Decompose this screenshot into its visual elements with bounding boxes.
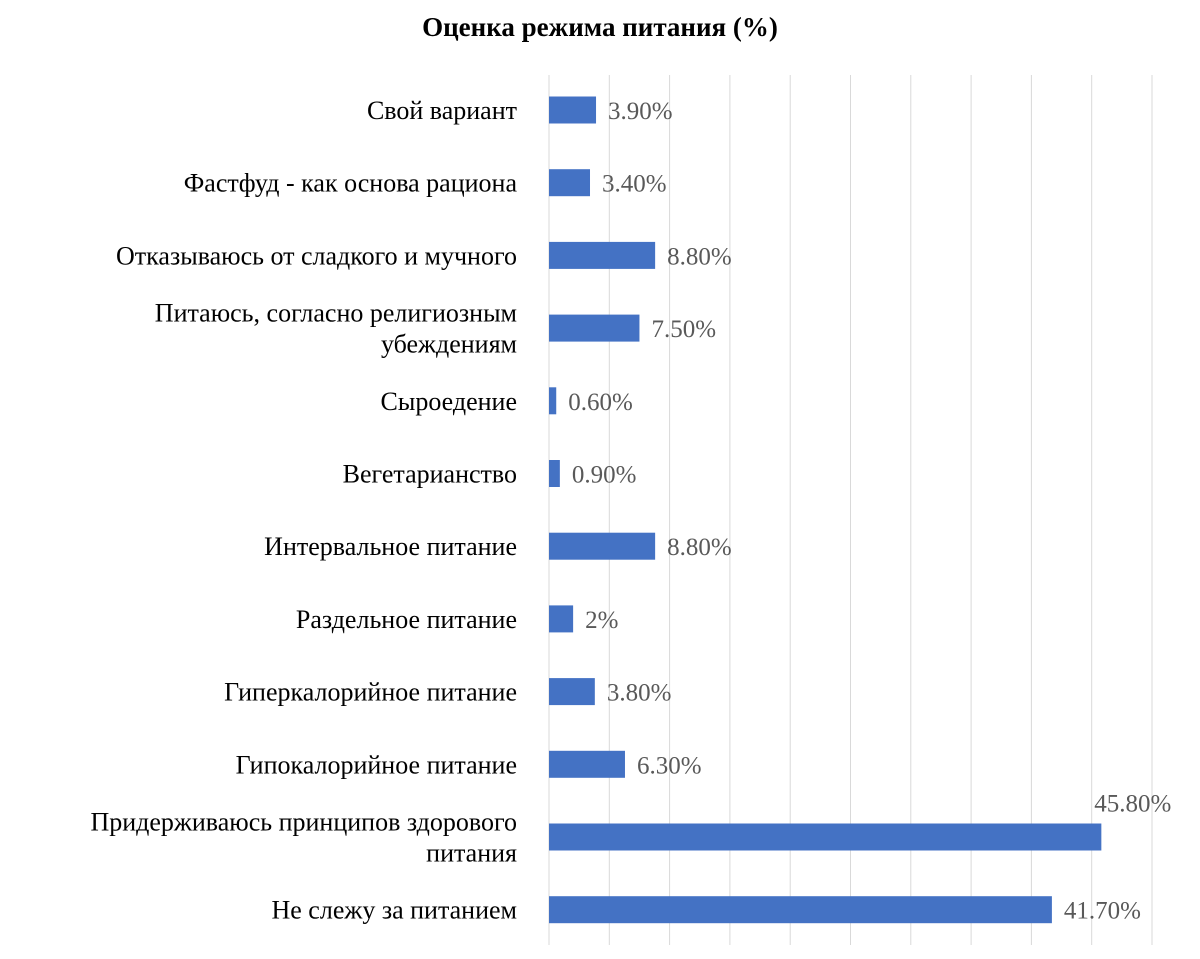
data-label-11: 41.70% xyxy=(1064,898,1141,925)
bar-3 xyxy=(549,314,640,342)
category-label-1: Фастфуд - как основа рациона xyxy=(184,169,518,198)
bar-1 xyxy=(549,169,591,197)
bar-6 xyxy=(549,532,656,560)
category-label-2: Отказываюсь от сладкого и мучного xyxy=(116,241,517,270)
category-label-6: Интервальное питание xyxy=(264,532,517,561)
data-label-2: 8.80% xyxy=(667,243,732,270)
category-label-5: Вегетарианство xyxy=(343,460,517,489)
bars xyxy=(549,96,1102,924)
bar-0 xyxy=(549,96,597,124)
category-label-8: Гиперкалорийное питание xyxy=(224,678,517,707)
bar-7 xyxy=(549,605,574,633)
labels: 3.90% Свой вариант 3.40% Фастфуд - как осно… xyxy=(90,96,1171,925)
data-label-8: 3.80% xyxy=(607,680,672,707)
category-label-11: Не слежу за питанием xyxy=(271,896,517,925)
category-label-10-line-0: Придерживаюсь принципов здорового xyxy=(90,808,517,837)
data-label-0: 3.90% xyxy=(608,98,673,125)
category-label-9: Гипокалорийное питание xyxy=(236,750,517,779)
bar-8 xyxy=(549,678,595,706)
data-label-6: 8.80% xyxy=(667,534,732,561)
gridlines xyxy=(548,75,1153,945)
category-label-3-line-0: Питаюсь, согласно религиозным xyxy=(155,299,517,328)
category-label-7: Раздельное питание xyxy=(296,605,517,634)
bar-10 xyxy=(549,823,1102,851)
bar-5 xyxy=(549,460,560,487)
data-label-3: 7.50% xyxy=(651,316,716,343)
chart-title: Оценка режима питания (%) xyxy=(422,12,778,42)
bar-9 xyxy=(549,750,625,778)
data-label-7: 2% xyxy=(585,607,618,634)
category-label-10-line-1: питания xyxy=(426,839,517,868)
bar-4 xyxy=(549,387,557,415)
bar-11 xyxy=(549,896,1052,924)
category-label-4: Сыроедение xyxy=(381,387,517,416)
category-label-0: Свой вариант xyxy=(367,96,517,125)
data-label-5: 0.90% xyxy=(572,462,637,489)
data-label-4: 0.60% xyxy=(568,389,633,416)
data-label-9: 6.30% xyxy=(637,752,702,779)
category-label-3-line-1: убеждениям xyxy=(381,330,517,359)
data-label-1: 3.40% xyxy=(602,171,667,198)
data-label-10: 45.80% xyxy=(1094,791,1171,818)
bar-2 xyxy=(549,241,656,269)
